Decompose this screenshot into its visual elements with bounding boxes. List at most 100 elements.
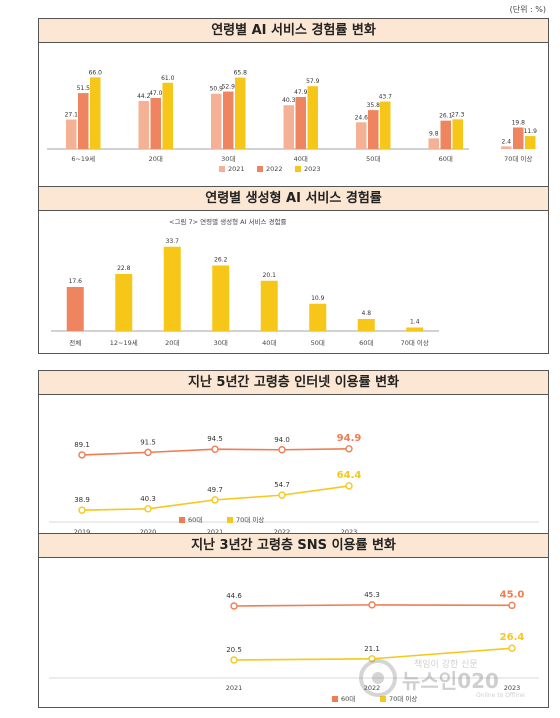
point-70대 이상-0 xyxy=(78,506,86,514)
bar-label-2021-4: 24.6 xyxy=(355,114,369,121)
bar-2023-0 xyxy=(90,77,101,149)
legend-swatch-70대 이상 xyxy=(227,517,233,523)
point-label-70대 이상-2: 49.7 xyxy=(207,486,223,494)
bar-label-1: 22.8 xyxy=(117,265,131,272)
x-tick-4: 40대 xyxy=(262,339,276,347)
bar-label-2023-2: 65.8 xyxy=(234,70,248,77)
x-tick-2: 30대 xyxy=(221,155,235,163)
ai-experience-chart: 27.1 51.5 66.0 6~19세 44.247.0 61.0 20대 50.952.9… xyxy=(47,69,538,173)
watermark-logo-icon xyxy=(359,659,397,697)
point-label-60대-4: 94.9 xyxy=(337,433,362,444)
legend-label-2022: 2022 xyxy=(266,165,283,173)
bar-2023-6 xyxy=(525,136,536,149)
bar-label-3: 26.2 xyxy=(214,257,228,264)
bar-label-2023-6: 11.9 xyxy=(524,128,538,135)
point-label-60대-3: 94.0 xyxy=(274,436,290,444)
x-tick-3: 2022 xyxy=(274,528,291,534)
watermark-slogan: 책임이 강한 신문 xyxy=(414,658,478,670)
bar-label-2022-0: 51.5 xyxy=(77,85,91,92)
bar-2023-2 xyxy=(235,77,246,149)
x-tick-5: 60대 xyxy=(439,155,453,163)
x-tick-0: 전체 xyxy=(69,338,81,347)
legend-swatch-60대 xyxy=(332,696,338,702)
bar-2021-5 xyxy=(428,138,439,149)
bar-2022-3 xyxy=(295,96,306,149)
bar-label-2022-5: 26.1 xyxy=(439,113,453,120)
genai-experience-title: 연령별 생성형 AI 서비스 경험률 xyxy=(39,187,548,211)
bar-label-6: 4.8 xyxy=(361,310,371,317)
bar-7 xyxy=(406,327,424,331)
x-tick-3: 30대 xyxy=(214,339,228,347)
bar-label-0: 17.6 xyxy=(69,278,83,285)
bar-5 xyxy=(309,303,327,331)
bar-3 xyxy=(212,265,230,331)
bar-label-2022-3: 47.9 xyxy=(294,89,308,96)
x-tick-4: 50대 xyxy=(366,155,380,163)
point-60대-0 xyxy=(78,451,86,459)
bar-label-2021-0: 27.1 xyxy=(65,112,79,119)
unit-label: (단위 : %) xyxy=(509,5,546,14)
bar-2021-3 xyxy=(283,105,294,149)
bar-1 xyxy=(115,274,133,331)
point-70대 이상-2 xyxy=(211,496,219,504)
bar-6 xyxy=(357,319,375,331)
bar-label-2023-1: 61.0 xyxy=(161,75,175,82)
x-tick-0: 2021 xyxy=(226,684,243,692)
legend-swatch-70대 이상 xyxy=(380,696,386,702)
x-tick-1: 2022 xyxy=(364,684,381,692)
point-label-70대 이상-4: 64.4 xyxy=(337,470,362,481)
bar-2021-1 xyxy=(138,101,149,149)
bar-2021-0 xyxy=(66,119,77,149)
bar-label-2022-4: 35.8 xyxy=(367,102,381,109)
x-tick-2: 20대 xyxy=(165,339,179,347)
bar-4 xyxy=(260,280,278,331)
legend-label-70대 이상: 70대 이상 xyxy=(389,694,417,703)
sns-usage-panel: 지난 3년간 고령층 SNS 이용률 변화 44.6 45.3 45.0 20.5 21… xyxy=(38,533,549,708)
legend-swatch-60대 xyxy=(179,517,185,523)
bar-label-2021-3: 40.3 xyxy=(282,97,296,104)
point-label-60대-0: 44.6 xyxy=(226,592,242,600)
point-60대-1 xyxy=(368,601,376,609)
point-60대-4 xyxy=(345,445,353,453)
x-tick-1: 20대 xyxy=(149,155,163,163)
bar-label-2023-4: 43.7 xyxy=(379,94,393,101)
bar-2023-5 xyxy=(452,119,463,149)
bar-2021-4 xyxy=(356,122,367,149)
point-label-70대 이상-0: 38.9 xyxy=(74,496,90,504)
bar-label-5: 10.9 xyxy=(311,295,325,302)
legend-label-60대: 60대 xyxy=(188,516,202,524)
point-70대 이상-3 xyxy=(278,491,286,499)
watermark-logo-dot xyxy=(372,672,384,684)
genai-experience-chart: <그림 7> 연령별 생성형 AI 서비스 경험률 17.6 전체 22.8 12~19… xyxy=(51,217,439,347)
bar-2 xyxy=(163,246,181,331)
bar-2022-6 xyxy=(513,127,524,149)
newsin-watermark: 책임이 강한 신문 뉴스인020 Online to Offline xyxy=(359,658,525,699)
point-label-70대 이상-2: 26.4 xyxy=(500,632,525,643)
bar-label-2021-1: 44.2 xyxy=(137,93,151,100)
point-60대-0 xyxy=(230,602,238,610)
legend-swatch-2021 xyxy=(219,166,225,172)
ai-experience-panel: 연령별 AI 서비스 경험률 변화 27.1 51.5 66.0 6~19세 44.2 4… xyxy=(38,18,549,188)
legend-swatch-2022 xyxy=(257,166,263,172)
point-60대-2 xyxy=(211,445,219,453)
point-label-60대-0: 89.1 xyxy=(74,441,90,449)
sns-usage-title: 지난 3년간 고령층 SNS 이용률 변화 xyxy=(39,534,548,558)
bar-2023-1 xyxy=(162,82,173,149)
x-tick-7: 70대 이상 xyxy=(401,338,429,347)
ai-experience-title: 연령별 AI 서비스 경험률 변화 xyxy=(39,19,548,43)
x-tick-0: 2019 xyxy=(74,528,91,534)
internet-usage-panel: 지난 5년간 고령층 인터넷 이용률 변화 89.1 91.5 94.5 94.0 94… xyxy=(38,370,549,535)
bar-label-2: 33.7 xyxy=(166,238,180,245)
point-70대 이상-0 xyxy=(230,656,238,664)
point-label-70대 이상-0: 20.5 xyxy=(226,646,242,654)
internet-usage-title: 지난 5년간 고령층 인터넷 이용률 변화 xyxy=(39,371,548,395)
x-tick-1: 2020 xyxy=(140,528,157,534)
bar-2023-4 xyxy=(380,101,391,149)
x-tick-3: 40대 xyxy=(294,155,308,163)
x-tick-1: 12~19세 xyxy=(110,338,138,347)
x-tick-4: 2023 xyxy=(341,528,358,534)
x-tick-0: 6~19세 xyxy=(71,154,95,163)
x-tick-2: 2021 xyxy=(207,528,224,534)
legend-label-70대 이상: 70대 이상 xyxy=(236,515,264,524)
point-label-60대-2: 94.5 xyxy=(207,435,223,443)
